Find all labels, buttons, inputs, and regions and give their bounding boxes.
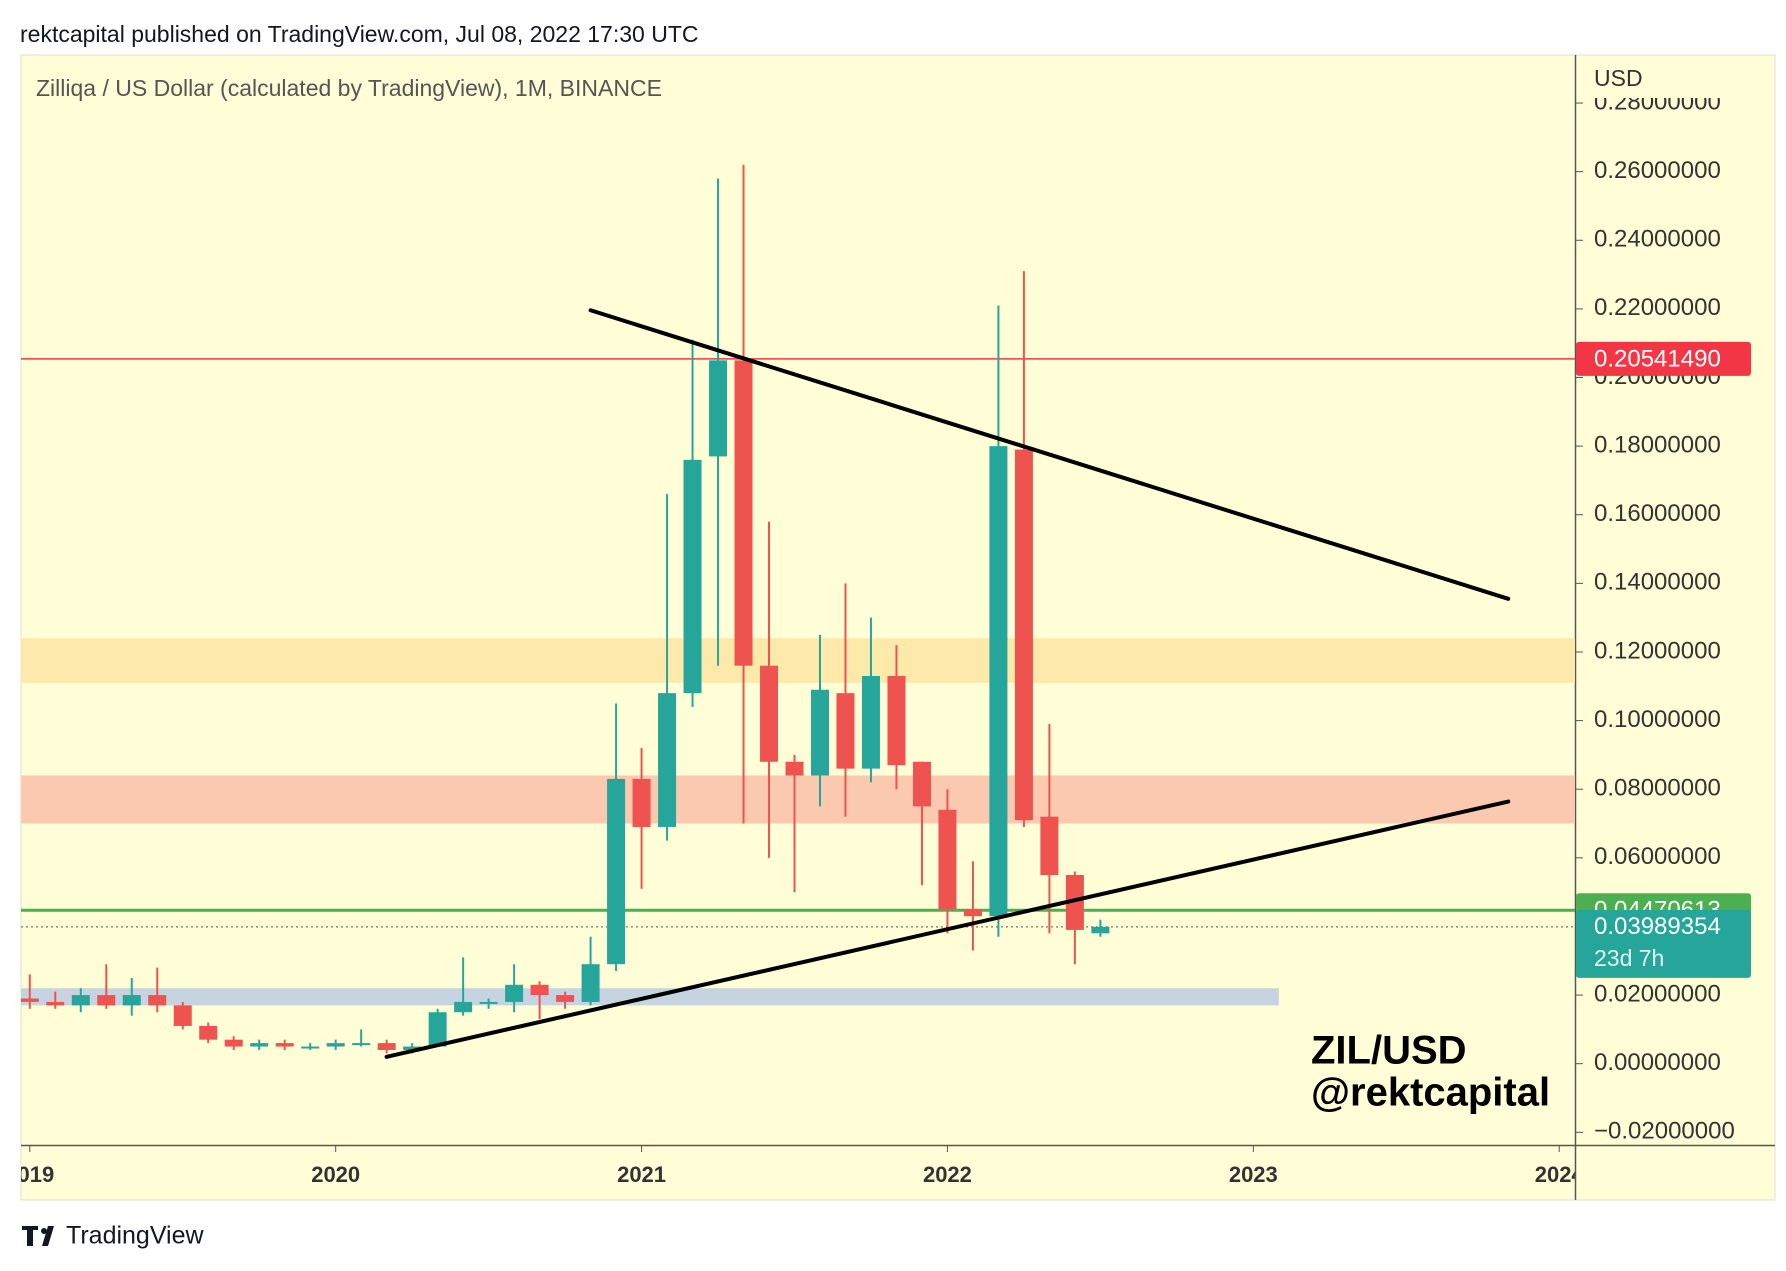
- zone: [21, 638, 1575, 683]
- level-label: 0.20541490: [1594, 345, 1721, 372]
- candle-body: [377, 1043, 396, 1050]
- y-tick-label: 0.22000000: [1594, 294, 1721, 321]
- x-tick-label: 2021: [617, 1162, 666, 1187]
- candle-body: [428, 1012, 447, 1047]
- candle-body: [938, 809, 957, 910]
- candle-body: [810, 689, 829, 776]
- candle-body: [403, 1046, 422, 1050]
- candle-body: [607, 778, 626, 965]
- y-tick-label: 0.18000000: [1594, 431, 1721, 458]
- candle-body: [454, 1001, 473, 1013]
- y-axis-label: USD: [1594, 65, 1643, 91]
- footer-brand: TradingView: [66, 1222, 205, 1250]
- y-tick-label: 0.16000000: [1594, 500, 1721, 527]
- x-tick-label: 2020: [311, 1162, 360, 1187]
- candle-body: [989, 446, 1008, 917]
- trendline: [384, 799, 1511, 1059]
- candle-body: [785, 761, 804, 776]
- candle-body: [326, 1043, 345, 1047]
- watermark: ZIL/USD: [1311, 1029, 1467, 1073]
- y-tick-label: 0.08000000: [1594, 775, 1721, 802]
- y-tick-label: 0.00000000: [1594, 1049, 1721, 1076]
- candle-body: [530, 984, 549, 996]
- y-tick-label: 0.14000000: [1594, 569, 1721, 596]
- y-tick-label: −0.02000000: [1594, 1118, 1735, 1145]
- x-tick-label: 2022: [923, 1162, 972, 1187]
- candle-body: [21, 998, 39, 1002]
- candle-body: [963, 909, 982, 917]
- x-tick-label: 2019: [5, 1162, 54, 1187]
- candle-body: [734, 360, 753, 666]
- candle-body: [352, 1043, 371, 1046]
- x-tick-label: 2024: [1535, 1162, 1585, 1187]
- zone: [21, 775, 1575, 824]
- countdown-label: 23d 7h: [1594, 945, 1664, 971]
- last-price-box: [1576, 909, 1751, 978]
- candle-body: [1065, 874, 1084, 930]
- candle-body: [173, 1005, 192, 1026]
- candle-body: [861, 675, 880, 769]
- header: rektcapital published on TradingView.com…: [20, 21, 698, 47]
- level-label-box: [1576, 341, 1751, 376]
- candle-body: [887, 675, 906, 766]
- y-tick-label: 0.12000000: [1594, 637, 1721, 664]
- candle-body: [148, 995, 167, 1006]
- y-tick-label: 0.02000000: [1594, 980, 1721, 1007]
- x-tick-label: 2023: [1229, 1162, 1278, 1187]
- watermark: @rektcapital: [1311, 1071, 1550, 1115]
- candle-body: [760, 665, 779, 762]
- y-tick-label: 0.24000000: [1594, 226, 1721, 253]
- candle-body: [301, 1046, 320, 1049]
- candle-body: [836, 693, 855, 769]
- candle-body: [97, 995, 116, 1006]
- candle-body: [479, 1001, 498, 1004]
- trendline: [588, 308, 1511, 601]
- candle-body: [46, 1001, 65, 1006]
- candle-body: [1091, 926, 1110, 934]
- last-price-label: 0.03989354: [1594, 913, 1721, 940]
- candle-body: [250, 1043, 269, 1047]
- candle-body: [581, 964, 600, 1002]
- candle-body: [122, 995, 141, 1006]
- candle-body: [632, 778, 651, 827]
- candle-body: [1014, 449, 1033, 821]
- candle-body: [224, 1039, 243, 1047]
- candle-body: [199, 1025, 218, 1040]
- tradingview-logo: [22, 1226, 54, 1246]
- candle-body: [71, 995, 90, 1006]
- candle-body: [275, 1043, 294, 1047]
- y-tick-label: 0.10000000: [1594, 706, 1721, 733]
- candle-body: [683, 459, 702, 694]
- candle-body: [1040, 816, 1059, 875]
- candle-body: [556, 995, 575, 1002]
- candle-body: [912, 761, 931, 807]
- chart-background: [20, 54, 1776, 1201]
- y-tick-label: 0.28000000: [1594, 88, 1721, 115]
- chart-title: Zilliqa / US Dollar (calculated by Tradi…: [36, 75, 662, 101]
- candle-body: [505, 984, 524, 1002]
- candle-body: [658, 693, 677, 827]
- y-tick-label: 0.26000000: [1594, 157, 1721, 184]
- candle-body: [709, 360, 728, 457]
- y-tick-label: 0.06000000: [1594, 843, 1721, 870]
